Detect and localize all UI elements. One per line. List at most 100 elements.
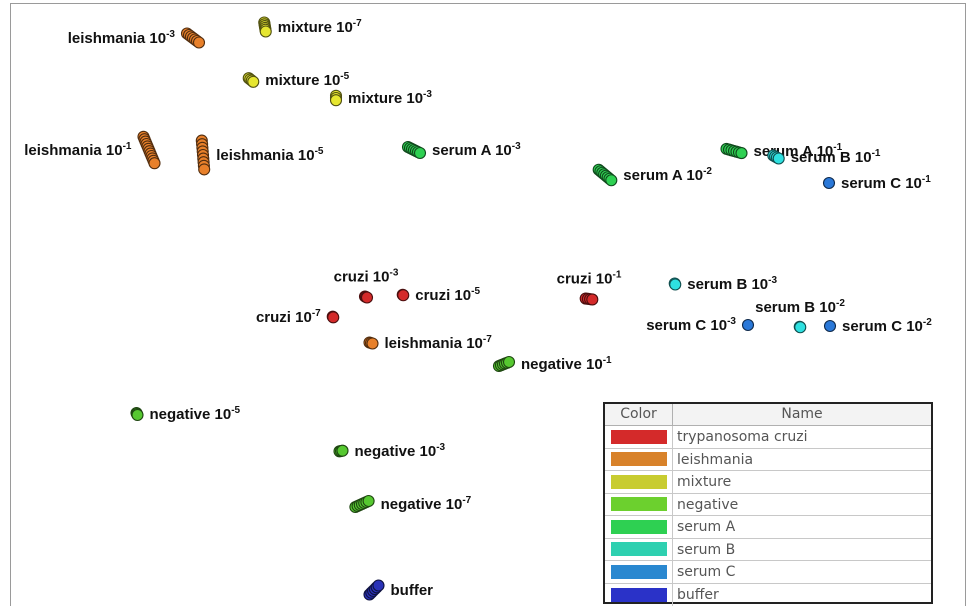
data-point: [131, 408, 144, 422]
data-point: [586, 293, 599, 306]
cluster-label-exponent: -7: [462, 495, 471, 506]
cluster-label-text: negative 10: [355, 443, 437, 460]
cluster-negative-1e-1: [492, 355, 516, 373]
cluster-label-exponent: -3: [423, 89, 432, 100]
cluster-cruzi-1e-1: [579, 292, 599, 306]
data-point: [259, 25, 272, 38]
cluster-label-exponent: -1: [833, 142, 842, 153]
cluster-label-text: serum C 10: [842, 318, 923, 335]
cluster-label-exponent: -1: [123, 141, 132, 152]
data-point: [772, 152, 785, 165]
cluster-label-exponent: -3: [166, 29, 175, 40]
cluster-negative-1e-7: [349, 494, 375, 514]
cluster-label: leishmania 10-7: [385, 334, 493, 352]
legend-swatch: [610, 587, 667, 602]
data-point: [741, 318, 755, 332]
data-point: [669, 278, 682, 291]
cluster-label-exponent: -3: [436, 442, 445, 453]
legend-name: serum B: [677, 541, 736, 558]
data-point: [397, 289, 410, 302]
data-point: [823, 319, 837, 333]
cluster-leishmania-1e-3: [180, 27, 206, 49]
cluster-label: buffer: [391, 582, 434, 599]
cluster-label-text: cruzi 10: [415, 287, 471, 304]
cluster-label: serum A 10-2: [623, 166, 712, 184]
legend-name: trypanosoma cruzi: [677, 429, 808, 445]
cluster-label: serum B 10-3: [687, 275, 777, 293]
cluster-label-exponent: -7: [312, 308, 321, 319]
cluster-label-text: mixture 10: [278, 19, 353, 36]
data-point: [366, 337, 379, 350]
cluster-buffer: [363, 579, 385, 601]
cluster-label: cruzi 10-1: [557, 270, 622, 288]
cluster-label-text: serum A 10: [432, 142, 512, 159]
cluster-label: serum C 10-1: [841, 174, 931, 192]
cluster-serum-B-1e-3: [668, 277, 682, 291]
cluster-serum-C-1e-2: [823, 319, 837, 333]
cluster-leishmania-1e-1: [137, 130, 161, 170]
data-point: [329, 94, 343, 107]
cluster-label: negative 10-5: [150, 405, 241, 423]
legend-name: mixture: [677, 474, 732, 490]
cluster-mixture-1e-5: [242, 72, 260, 88]
legend-header-row: Color Name: [605, 404, 931, 426]
cluster-serum-A-1e-3: [401, 140, 427, 160]
plot-frame: [10, 3, 966, 606]
legend-table: Color Name trypanosoma cruzi leishmania …: [603, 402, 933, 606]
data-point: [327, 311, 340, 324]
cluster-label-exponent: -1: [872, 148, 881, 159]
legend-row: mixture: [605, 471, 931, 494]
cluster-label-text: serum B 10: [687, 276, 768, 293]
cluster-label: serum C 10-3: [646, 316, 736, 334]
cluster-label-exponent: -7: [353, 18, 362, 29]
cluster-label-text: negative 10: [150, 406, 232, 423]
cluster-serum-B-1e-2: [793, 320, 807, 334]
legend-swatch: [610, 564, 667, 579]
cluster-label: serum C 10-2: [842, 317, 932, 335]
cluster-label-exponent: -3: [768, 275, 777, 286]
cluster-label: serum B 10-2: [755, 298, 845, 316]
cluster-label-exponent: -2: [703, 166, 712, 177]
cluster-label-text: cruzi 10: [256, 309, 312, 326]
cluster-label-exponent: -5: [315, 146, 324, 157]
cluster-serum-B-1e-1: [767, 149, 785, 165]
legend-swatch: [610, 474, 667, 489]
legend-swatch: [610, 497, 667, 512]
legend-row: serum C: [605, 561, 931, 584]
cluster-label: mixture 10-5: [265, 71, 349, 89]
cluster-label-exponent: -7: [483, 334, 492, 345]
cluster-label-exponent: -3: [389, 268, 398, 279]
cluster-label: mixture 10-7: [278, 18, 362, 36]
cluster-cruzi-1e-3: [358, 290, 374, 304]
cluster-label-text: buffer: [391, 582, 434, 599]
legend-name: leishmania: [677, 451, 754, 468]
data-point: [192, 36, 206, 49]
legend-name: serum A: [677, 519, 736, 535]
cluster-label: serum A 10-3: [432, 141, 521, 159]
cluster-negative-1e-5: [130, 406, 144, 422]
cluster-label-exponent: -1: [612, 270, 621, 281]
cluster-serum-C-1e-1: [822, 176, 836, 190]
cluster-label-text: serum C 10: [841, 175, 922, 192]
legend-row: serum A: [605, 516, 931, 539]
cluster-label-exponent: -3: [512, 141, 521, 152]
data-point: [822, 176, 836, 190]
cluster-mixture-1e-7: [258, 16, 272, 38]
legend-header-color: Color: [605, 404, 673, 425]
cluster-label-text: leishmania 10: [24, 142, 122, 159]
cluster-label-text: mixture 10: [348, 90, 423, 107]
cluster-label-text: serum B 10: [755, 299, 836, 316]
cluster-label-text: leishmania 10: [68, 30, 166, 47]
legend-row: negative: [605, 493, 931, 516]
cluster-label-text: serum B 10: [791, 149, 872, 166]
cluster-label-text: cruzi 10: [334, 269, 390, 286]
data-point: [413, 146, 427, 160]
cluster-label-text: mixture 10: [265, 72, 340, 89]
legend-row: leishmania: [605, 448, 931, 471]
legend-swatch: [610, 429, 667, 444]
cluster-negative-1e-3: [333, 444, 349, 458]
cluster-label: serum B 10-1: [791, 148, 881, 166]
cluster-label: leishmania 10-5: [216, 146, 324, 164]
cluster-label: negative 10-7: [381, 495, 472, 513]
